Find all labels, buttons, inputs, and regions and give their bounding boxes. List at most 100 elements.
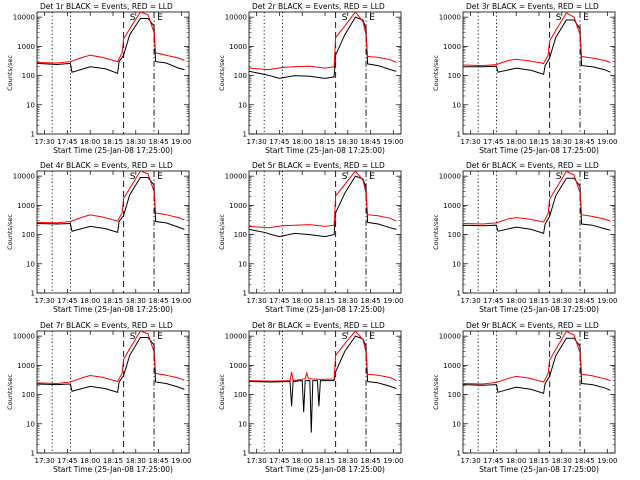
x-axis-label: Start Time (25-Jan-08 17:25:00) bbox=[53, 146, 173, 155]
x-tick-label: 18:15 bbox=[103, 297, 123, 305]
start-marker-label: S bbox=[556, 332, 562, 342]
x-tick-label: 18:45 bbox=[149, 457, 169, 465]
lld-series-line bbox=[37, 331, 185, 385]
end-marker-label: E bbox=[369, 172, 375, 182]
y-tick-label: 1000 bbox=[443, 43, 461, 51]
end-marker-label: E bbox=[369, 332, 375, 342]
start-marker-label: S bbox=[556, 172, 562, 182]
x-tick-label: 19:00 bbox=[171, 297, 191, 305]
panel-title: Det 4r BLACK = Events, RED = LLD bbox=[40, 161, 173, 170]
x-tick-label: 17:30 bbox=[461, 138, 481, 146]
start-marker-label: S bbox=[130, 13, 136, 23]
y-tick-label: 1000 bbox=[17, 362, 35, 370]
x-tick-label: 18:15 bbox=[315, 297, 335, 305]
y-tick-label: 1 bbox=[243, 131, 247, 139]
x-tick-label: 17:30 bbox=[461, 457, 481, 465]
panel-det-2: Det 2r BLACK = Events, RED = LLD 17:30 17:… bbox=[218, 2, 403, 155]
x-tick-label: 18:15 bbox=[103, 138, 123, 146]
y-tick-label: 100 bbox=[234, 72, 247, 80]
y-tick-label: 1000 bbox=[229, 362, 247, 370]
y-tick-label: 100 bbox=[448, 391, 461, 399]
y-axis-label: Counts/sec bbox=[6, 214, 14, 250]
x-tick-label: 17:30 bbox=[35, 297, 55, 305]
x-axis-label: Start Time (25-Jan-08 17:25:00) bbox=[265, 465, 385, 474]
y-tick-label: 1000 bbox=[229, 43, 247, 51]
end-marker-label: E bbox=[583, 172, 589, 182]
x-tick-label: 19:00 bbox=[597, 457, 617, 465]
events-series-line bbox=[37, 177, 185, 233]
x-tick-label: 18:30 bbox=[338, 138, 358, 146]
y-tick-label: 10000 bbox=[439, 14, 461, 22]
y-tick-label: 1 bbox=[31, 290, 35, 298]
y-tick-label: 10 bbox=[238, 260, 247, 268]
x-tick-label: 18:15 bbox=[103, 457, 123, 465]
x-tick-label: 18:00 bbox=[292, 138, 312, 146]
axes-frame bbox=[36, 330, 190, 454]
x-tick-label: 18:00 bbox=[506, 297, 526, 305]
x-tick-label: 17:30 bbox=[247, 297, 267, 305]
axes-frame bbox=[248, 330, 402, 454]
x-axis-label: Start Time (25-Jan-08 17:25:00) bbox=[479, 465, 599, 474]
end-marker-label: E bbox=[157, 332, 163, 342]
panel-title: Det 6r BLACK = Events, RED = LLD bbox=[466, 161, 599, 170]
panel-det-6: Det 6r BLACK = Events, RED = LLD 17:30 17:… bbox=[432, 161, 617, 314]
lld-series-line bbox=[463, 12, 611, 67]
y-axis-label: Counts/sec bbox=[6, 374, 14, 410]
x-tick-label: 17:45 bbox=[269, 457, 289, 465]
events-series-line bbox=[249, 16, 397, 79]
x-tick-label: 17:30 bbox=[461, 297, 481, 305]
x-tick-label: 18:00 bbox=[292, 297, 312, 305]
axes-frame bbox=[248, 11, 402, 135]
axes-frame bbox=[248, 170, 402, 294]
y-tick-label: 10000 bbox=[225, 173, 247, 181]
x-tick-label: 18:30 bbox=[552, 297, 572, 305]
x-tick-label: 18:45 bbox=[361, 297, 381, 305]
y-tick-label: 1 bbox=[457, 131, 461, 139]
y-tick-label: 1000 bbox=[17, 202, 35, 210]
x-tick-label: 17:45 bbox=[57, 457, 77, 465]
x-tick-label: 18:30 bbox=[126, 297, 146, 305]
y-tick-label: 10000 bbox=[13, 173, 35, 181]
lld-series-line bbox=[249, 12, 397, 71]
y-tick-label: 100 bbox=[234, 231, 247, 239]
y-tick-label: 100 bbox=[448, 231, 461, 239]
start-marker-label: S bbox=[130, 332, 136, 342]
x-tick-label: 17:30 bbox=[35, 138, 55, 146]
x-tick-label: 18:15 bbox=[315, 457, 335, 465]
y-tick-label: 10 bbox=[452, 101, 461, 109]
y-axis-label: Counts/sec bbox=[218, 374, 226, 410]
start-marker-label: S bbox=[130, 172, 136, 182]
y-tick-label: 100 bbox=[234, 391, 247, 399]
panel-title: Det 8r BLACK = Events, RED = LLD bbox=[252, 321, 385, 330]
x-tick-label: 18:45 bbox=[149, 297, 169, 305]
x-tick-label: 18:45 bbox=[361, 457, 381, 465]
y-tick-label: 10 bbox=[26, 420, 35, 428]
y-axis-label: Counts/sec bbox=[432, 374, 440, 410]
x-tick-label: 19:00 bbox=[171, 457, 191, 465]
panel-title: Det 2r BLACK = Events, RED = LLD bbox=[252, 2, 385, 11]
x-tick-label: 17:45 bbox=[269, 297, 289, 305]
x-tick-label: 18:30 bbox=[338, 297, 358, 305]
x-tick-label: 19:00 bbox=[383, 297, 403, 305]
panel-title: Det 9r BLACK = Events, RED = LLD bbox=[466, 321, 599, 330]
y-tick-label: 10 bbox=[452, 260, 461, 268]
x-tick-label: 18:15 bbox=[529, 457, 549, 465]
y-tick-label: 10 bbox=[238, 420, 247, 428]
events-series-line bbox=[37, 337, 185, 393]
events-series-line bbox=[249, 175, 397, 238]
x-tick-label: 17:30 bbox=[35, 457, 55, 465]
events-series-line bbox=[463, 177, 611, 235]
y-tick-label: 10000 bbox=[225, 14, 247, 22]
y-axis-label: Counts/sec bbox=[218, 214, 226, 250]
events-series-line bbox=[463, 337, 611, 395]
y-tick-label: 10000 bbox=[13, 14, 35, 22]
y-tick-label: 10000 bbox=[225, 333, 247, 341]
panel-det-8: Det 8r BLACK = Events, RED = LLD 17:30 17:… bbox=[218, 321, 403, 474]
lld-series-line bbox=[249, 331, 397, 382]
x-tick-label: 18:00 bbox=[292, 457, 312, 465]
x-tick-label: 18:45 bbox=[575, 138, 595, 146]
x-tick-label: 18:30 bbox=[126, 457, 146, 465]
y-tick-label: 10000 bbox=[439, 173, 461, 181]
panel-det-4: Det 4r BLACK = Events, RED = LLD 17:30 17:… bbox=[6, 161, 191, 314]
x-tick-label: 18:00 bbox=[80, 138, 100, 146]
